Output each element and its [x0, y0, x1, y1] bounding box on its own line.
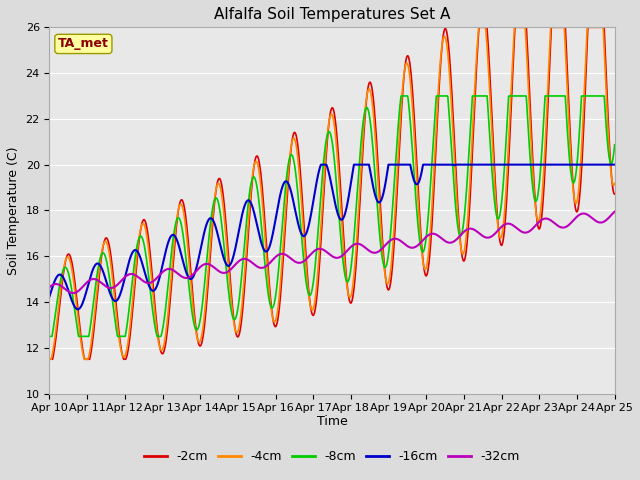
-32cm	[321, 248, 328, 253]
-4cm	[45, 356, 53, 362]
-16cm	[595, 162, 603, 168]
-2cm	[45, 356, 53, 362]
Title: Alfalfa Soil Temperatures Set A: Alfalfa Soil Temperatures Set A	[214, 7, 450, 22]
-8cm	[611, 142, 618, 148]
Y-axis label: Soil Temperature (C): Soil Temperature (C)	[7, 146, 20, 275]
-16cm	[75, 306, 83, 312]
-8cm	[305, 292, 313, 298]
-8cm	[595, 93, 602, 99]
-4cm	[74, 318, 82, 324]
Line: -16cm: -16cm	[49, 165, 614, 309]
-2cm	[305, 294, 313, 300]
-4cm	[611, 180, 618, 186]
-16cm	[611, 162, 618, 168]
-16cm	[45, 294, 53, 300]
-16cm	[317, 162, 325, 168]
-2cm	[74, 311, 82, 316]
-32cm	[69, 290, 77, 296]
Line: -8cm: -8cm	[49, 96, 614, 336]
-32cm	[611, 209, 618, 215]
-2cm	[611, 191, 618, 197]
-2cm	[595, 24, 602, 30]
-4cm	[475, 24, 483, 30]
-32cm	[45, 284, 53, 290]
Text: TA_met: TA_met	[58, 37, 109, 50]
Line: -2cm: -2cm	[49, 27, 614, 359]
-4cm	[491, 183, 499, 189]
-8cm	[45, 334, 53, 339]
-8cm	[595, 93, 602, 99]
-16cm	[595, 162, 602, 168]
-2cm	[491, 170, 499, 176]
Legend: -2cm, -4cm, -8cm, -16cm, -32cm: -2cm, -4cm, -8cm, -16cm, -32cm	[139, 445, 525, 468]
-16cm	[74, 306, 81, 312]
-4cm	[595, 24, 602, 30]
-8cm	[491, 201, 499, 206]
Line: -32cm: -32cm	[49, 212, 614, 293]
-2cm	[476, 24, 483, 30]
-16cm	[306, 219, 314, 225]
-16cm	[491, 162, 499, 168]
-32cm	[595, 219, 602, 225]
-2cm	[595, 24, 602, 30]
-32cm	[75, 288, 83, 294]
-8cm	[321, 152, 328, 158]
-16cm	[321, 162, 329, 168]
-4cm	[595, 24, 602, 30]
-32cm	[306, 253, 314, 259]
-4cm	[305, 297, 313, 303]
X-axis label: Time: Time	[317, 415, 348, 428]
-8cm	[397, 93, 405, 99]
Line: -4cm: -4cm	[49, 27, 614, 359]
-32cm	[595, 219, 602, 225]
-2cm	[321, 182, 328, 188]
-32cm	[491, 231, 499, 237]
-8cm	[74, 332, 82, 338]
-4cm	[321, 171, 328, 177]
